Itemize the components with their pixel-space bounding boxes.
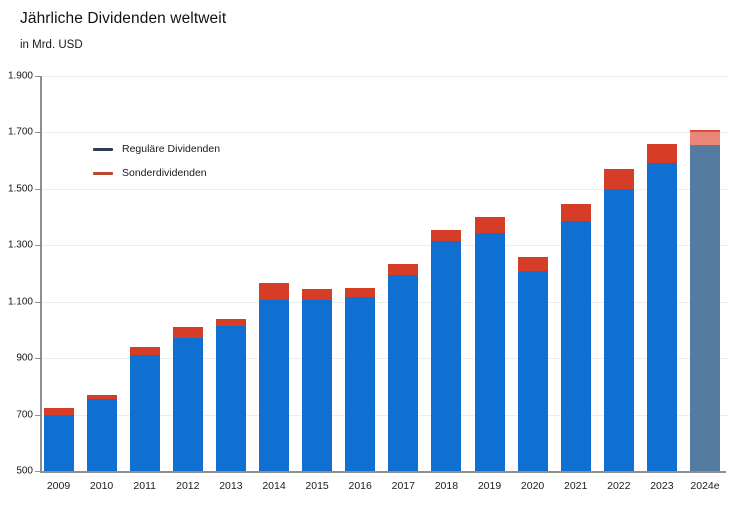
bar-2019-regular-segment bbox=[474, 232, 505, 471]
bar-2024e-regular-segment bbox=[690, 145, 720, 471]
bar-2022-regular-segment bbox=[603, 188, 634, 471]
legend-label-special: Sonderdividenden bbox=[122, 167, 207, 179]
legend-item-regular: Reguläre Dividenden bbox=[93, 143, 220, 155]
special-dividends-marker-icon bbox=[93, 171, 113, 175]
x-axis-label-2011: 2011 bbox=[133, 480, 156, 492]
x-axis-label-2009: 2009 bbox=[46, 480, 71, 492]
bar-2016-regular-segment bbox=[345, 297, 376, 471]
y-axis-label-500: 500 bbox=[16, 465, 33, 477]
bar-2022-special-segment bbox=[603, 169, 634, 189]
x-axis-label-2022: 2022 bbox=[607, 480, 631, 492]
x-axis-line bbox=[40, 471, 726, 473]
chart-unit-subtitle: in Mrd. USD bbox=[20, 39, 83, 51]
y-tick-1300 bbox=[35, 245, 40, 247]
legend-item-special: Sonderdividenden bbox=[93, 167, 220, 179]
x-axis-label-2024e: 2024e bbox=[690, 480, 720, 492]
bar-2023 bbox=[646, 143, 677, 471]
y-axis-label-1500: 1.500 bbox=[7, 183, 33, 195]
gridline-1500 bbox=[42, 188, 728, 190]
bar-2012-regular-segment bbox=[172, 338, 203, 471]
y-axis-label-1300: 1.300 bbox=[7, 239, 33, 251]
y-axis-label-1900: 1.900 bbox=[7, 70, 33, 82]
x-axis-label-2014: 2014 bbox=[262, 480, 286, 492]
x-axis-label-2016: 2016 bbox=[348, 480, 372, 492]
legend-label-regular: Reguläre Dividenden bbox=[122, 143, 221, 155]
y-axis-label-1100: 1.100 bbox=[7, 296, 33, 308]
y-axis-label-900: 900 bbox=[16, 352, 33, 364]
x-axis-label-2019: 2019 bbox=[477, 480, 502, 492]
y-axis-label-700: 700 bbox=[16, 409, 33, 421]
x-axis-label-2010: 2010 bbox=[89, 480, 114, 492]
bar-2019-special-segment bbox=[474, 217, 505, 233]
bar-2018-regular-segment bbox=[431, 241, 462, 471]
bar-2014-special-segment bbox=[259, 283, 289, 301]
y-axis-line bbox=[40, 76, 42, 473]
bar-2022 bbox=[603, 169, 634, 471]
bar-2016 bbox=[345, 287, 376, 471]
bar-2015-special-segment bbox=[302, 289, 333, 301]
x-axis-label-2023: 2023 bbox=[650, 480, 674, 492]
gridline-1300 bbox=[42, 245, 728, 247]
bar-2018-special-segment bbox=[431, 229, 462, 242]
bar-2010 bbox=[86, 394, 117, 471]
bar-2019 bbox=[474, 217, 505, 471]
y-tick-500 bbox=[35, 471, 40, 472]
gridline-1100 bbox=[42, 301, 728, 303]
y-axis-label-1700: 1.700 bbox=[7, 126, 33, 138]
bar-2012 bbox=[172, 327, 203, 471]
bar-2023-special-segment bbox=[646, 143, 677, 164]
bar-2011 bbox=[129, 346, 160, 471]
bar-2013 bbox=[215, 318, 246, 471]
bar-2014-regular-segment bbox=[259, 300, 289, 471]
bar-2013-regular-segment bbox=[215, 325, 246, 471]
bar-2017-regular-segment bbox=[388, 274, 419, 471]
bar-2009-special-segment bbox=[43, 407, 74, 415]
bar-2009-regular-segment bbox=[43, 414, 74, 471]
regular-dividends-marker-icon bbox=[93, 147, 113, 151]
bar-2010-special-segment bbox=[86, 394, 117, 400]
bar-2009 bbox=[43, 407, 74, 471]
y-tick-1900 bbox=[35, 76, 40, 77]
x-axis-label-2021: 2021 bbox=[564, 480, 588, 492]
y-tick-1500 bbox=[35, 188, 40, 190]
bar-2016-special-segment bbox=[345, 287, 376, 298]
x-axis-label-2012: 2012 bbox=[176, 480, 200, 492]
gridline-900 bbox=[42, 358, 728, 360]
chart-legend: Reguläre Dividenden Sonderdividenden bbox=[93, 143, 220, 191]
bar-2012-special-segment bbox=[172, 327, 203, 339]
gridline-700 bbox=[42, 414, 728, 416]
bar-2013-special-segment bbox=[215, 318, 246, 326]
bar-2017 bbox=[388, 263, 419, 471]
bar-2015 bbox=[302, 289, 333, 471]
x-axis-label-2018: 2018 bbox=[434, 480, 459, 492]
bar-2023-regular-segment bbox=[646, 163, 677, 471]
dividends-bar-chart: 500 700 900 1.100 1.300 1.500 1.700 1.900 2009 20… bbox=[8, 71, 728, 492]
bar-2020-regular-segment bbox=[517, 270, 548, 471]
bar-2010-regular-segment bbox=[86, 399, 117, 471]
bar-2020-special-segment bbox=[517, 256, 548, 271]
x-axis-label-2020: 2020 bbox=[520, 480, 545, 492]
x-axis-label-2013: 2013 bbox=[219, 480, 243, 492]
bar-2011-regular-segment bbox=[129, 355, 160, 471]
bar-2014 bbox=[259, 283, 289, 471]
bar-2021-regular-segment bbox=[560, 221, 591, 471]
chart-title: Jährliche Dividenden weltweit bbox=[20, 10, 227, 27]
bar-2018 bbox=[431, 229, 462, 471]
bar-2020 bbox=[517, 256, 548, 471]
y-tick-900 bbox=[35, 358, 40, 360]
x-axis-label-2015: 2015 bbox=[305, 480, 329, 492]
gridline-1900 bbox=[42, 76, 728, 77]
y-tick-700 bbox=[35, 414, 40, 416]
bar-2015-regular-segment bbox=[302, 300, 333, 471]
bar-2017-special-segment bbox=[388, 263, 419, 275]
x-axis-label-2017: 2017 bbox=[391, 480, 415, 492]
bar-2024e-special-segment bbox=[690, 129, 720, 146]
bar-2021-special-segment bbox=[560, 204, 591, 222]
gridline-1700 bbox=[42, 132, 728, 134]
bar-2024e bbox=[690, 129, 720, 471]
y-tick-1100 bbox=[35, 301, 40, 303]
bar-2011-special-segment bbox=[129, 346, 160, 356]
y-tick-1700 bbox=[35, 132, 40, 134]
bar-2021 bbox=[560, 204, 591, 471]
